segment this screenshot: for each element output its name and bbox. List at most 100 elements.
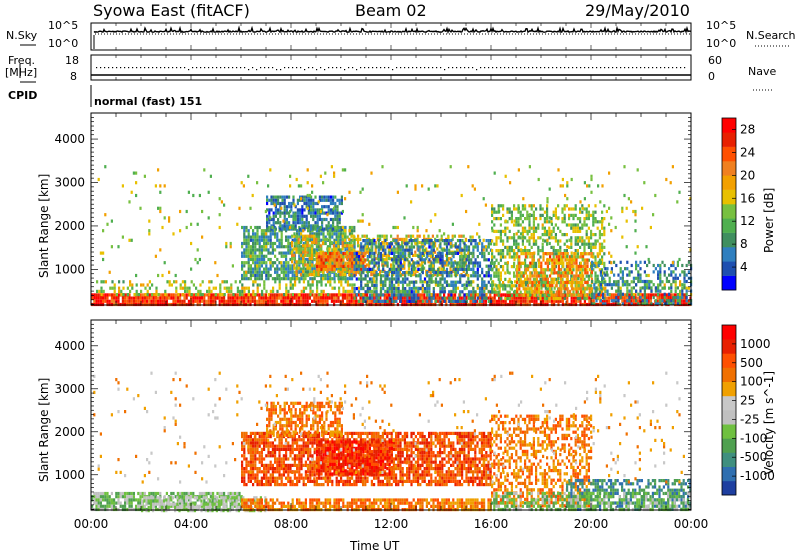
- freq-dot: [636, 67, 638, 69]
- power-cell: [553, 286, 556, 290]
- power-cell: [310, 241, 313, 245]
- nsearch-dot: [689, 33, 690, 35]
- freq-dot: [468, 67, 470, 69]
- power-cell: [668, 286, 671, 290]
- power-cell: [495, 249, 498, 253]
- nsearch-dot: [395, 33, 396, 35]
- power-cell: [363, 234, 366, 238]
- power-cell: [561, 217, 564, 221]
- power-cell: [565, 239, 568, 243]
- power-cell: [267, 238, 270, 242]
- power-cell: [436, 296, 439, 300]
- power-cell: [395, 287, 398, 291]
- power-cell: [128, 296, 131, 300]
- power-cell: [346, 293, 349, 297]
- power-cell: [382, 248, 385, 252]
- power-cell: [491, 287, 494, 291]
- power-cell: [399, 299, 402, 303]
- power-cell: [365, 247, 368, 251]
- power-cell: [676, 293, 679, 297]
- power-cell: [669, 296, 672, 300]
- power-cell: [412, 280, 416, 284]
- power-cell: [151, 283, 154, 287]
- freq-dot: [312, 67, 314, 69]
- power-cell: [374, 250, 377, 254]
- power-cell: [494, 283, 497, 287]
- power-cell: [401, 266, 404, 270]
- power-cell: [331, 232, 334, 236]
- freq-dot: [152, 67, 154, 69]
- power-cell: [333, 286, 336, 290]
- power-cell: [276, 267, 279, 271]
- power-cell: [483, 245, 486, 249]
- power-cell: [382, 267, 385, 271]
- power-cell: [120, 289, 123, 293]
- power-cell: [336, 211, 339, 215]
- power-cell: [563, 268, 566, 272]
- nsearch-dot: [299, 33, 300, 35]
- power-cell: [293, 245, 296, 249]
- power-cell: [535, 296, 538, 300]
- power-cell: [236, 289, 239, 293]
- power-cell: [636, 299, 639, 303]
- power-cell: [296, 264, 299, 268]
- power-cell: [256, 273, 259, 278]
- power-cell: [504, 297, 507, 301]
- freq-dot: [604, 67, 606, 69]
- power-cell: [258, 238, 261, 242]
- power-cell: [646, 283, 649, 287]
- power-cell: [452, 289, 455, 293]
- power-cell: [98, 289, 101, 293]
- power-cell: [281, 227, 284, 231]
- power-cell: [316, 211, 319, 215]
- power-cell: [296, 208, 299, 212]
- power-cell: [287, 277, 290, 281]
- power-cell: [289, 280, 292, 284]
- power-cell: [419, 258, 422, 262]
- power-cell: [461, 299, 464, 303]
- nsearch-dot: [200, 33, 201, 35]
- power-cell: [192, 293, 195, 297]
- power-cell: [521, 207, 524, 211]
- power-cell: [541, 213, 544, 217]
- power-cell: [604, 289, 607, 293]
- power-cell: [239, 293, 242, 297]
- power-cell: [242, 296, 245, 300]
- power-cell: [478, 264, 482, 268]
- power-cell: [428, 264, 431, 268]
- power-cell: [311, 229, 314, 233]
- nsearch-dot: [656, 33, 657, 35]
- power-cell: [476, 286, 479, 290]
- power-cell: [546, 233, 549, 237]
- freq-dot: [324, 69, 326, 71]
- power-cell: [366, 280, 369, 284]
- nsearch-dot: [146, 33, 147, 35]
- power-cell: [493, 255, 496, 259]
- power-cell: [322, 289, 325, 293]
- power-cell: [491, 255, 494, 259]
- power-cell: [297, 296, 300, 300]
- power-cell: [415, 296, 418, 300]
- power-cell: [493, 265, 496, 269]
- power-cell: [552, 236, 555, 240]
- power-cell: [542, 296, 545, 300]
- power-cell: [576, 229, 579, 233]
- power-cell: [454, 274, 457, 278]
- power-cell: [489, 296, 492, 300]
- power-cell: [495, 217, 498, 221]
- nsearch-dot: [443, 33, 444, 35]
- power-cell: [306, 237, 309, 241]
- power-cell: [322, 268, 325, 272]
- power-cell: [517, 204, 520, 208]
- power-cell: [175, 286, 178, 290]
- power-cell: [349, 261, 352, 265]
- power-cell: [307, 224, 310, 228]
- power-cell: [418, 263, 421, 267]
- power-cell: [485, 271, 488, 275]
- power-cell: [450, 296, 453, 300]
- power-cell: [272, 211, 275, 215]
- power-cell: [276, 277, 279, 281]
- power-cell: [585, 229, 588, 233]
- power-cell: [576, 255, 579, 259]
